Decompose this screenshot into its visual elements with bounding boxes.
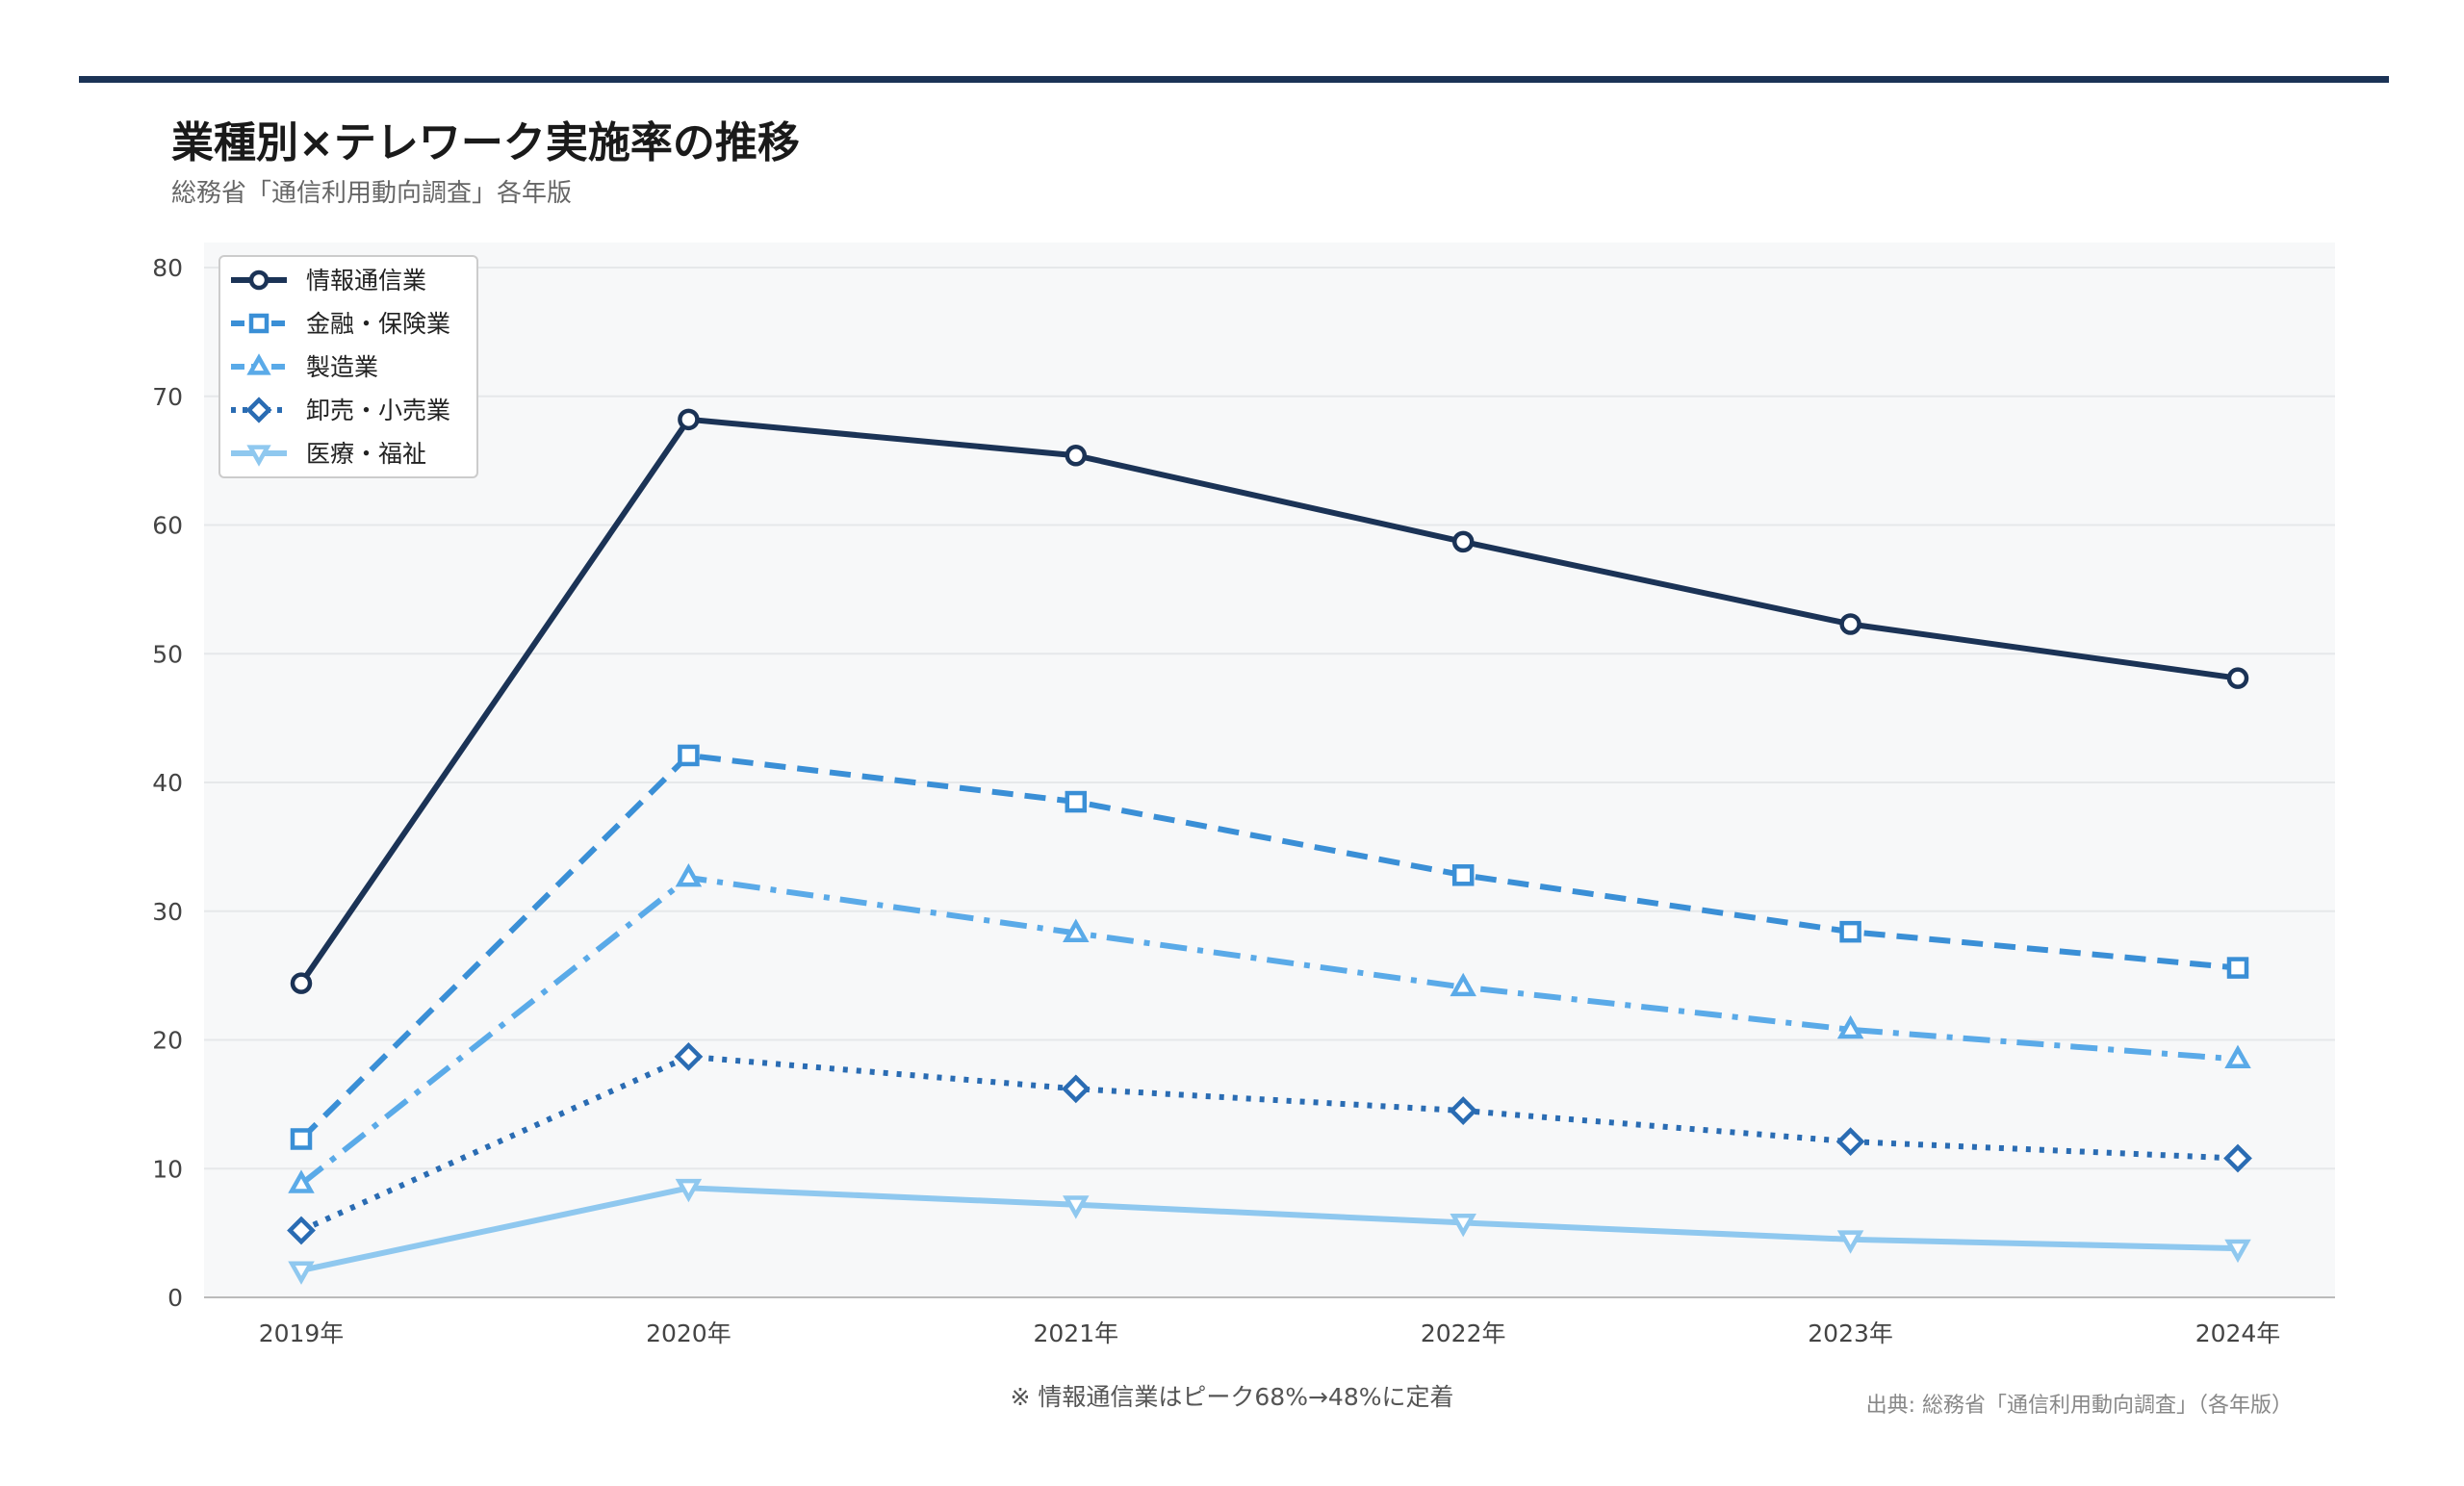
data-point <box>1061 1074 1091 1104</box>
legend-label: 卸売・小売業 <box>306 397 450 424</box>
grid-lines <box>204 267 2335 1170</box>
data-point <box>2223 1143 2252 1173</box>
legend-label: 金融・保険業 <box>306 310 450 338</box>
data-point <box>675 863 703 887</box>
data-point <box>1065 445 1088 467</box>
legend-marker <box>246 445 271 467</box>
y-tick-label: 80 <box>152 254 183 282</box>
data-point <box>2224 1044 2251 1069</box>
data-point <box>290 1128 313 1150</box>
legend-marker <box>245 397 272 423</box>
legend-label: 製造業 <box>306 353 378 381</box>
top-rule <box>79 76 2389 83</box>
data-point <box>1836 1230 1864 1254</box>
data-point <box>2226 957 2249 979</box>
data-point <box>2226 667 2249 689</box>
legend-box <box>218 255 478 478</box>
series-4 <box>287 1042 2252 1245</box>
footnote: ※ 情報通信業はピーク68%→48%に定着 <box>1010 1383 1454 1411</box>
y-tick-label: 50 <box>152 640 183 668</box>
data-point <box>678 744 700 767</box>
y-tick-label: 60 <box>152 512 183 540</box>
chart-subtitle: 総務省「通信利用動向調査」各年版 <box>171 179 573 208</box>
series-3 <box>288 863 2251 1193</box>
series-line <box>299 874 2239 1187</box>
data-point <box>288 1261 315 1285</box>
series-line <box>298 752 2239 1141</box>
data-point <box>675 1178 703 1203</box>
series-line <box>298 416 2239 986</box>
data-point <box>1835 1127 1865 1157</box>
data-point <box>1836 1014 1864 1039</box>
x-tick-labels: 2019年 2020年 2021年 2022年 2023年 2024年 <box>259 1319 2281 1347</box>
y-tick-label: 40 <box>152 769 183 797</box>
series-2 <box>290 744 2249 1150</box>
legend-marker <box>246 353 271 375</box>
data-point <box>288 1169 315 1193</box>
x-tick-label: 2021年 <box>1033 1319 1118 1347</box>
legend-marker <box>248 313 270 334</box>
legend-label: 医療・福祉 <box>306 440 426 468</box>
data-point <box>2224 1239 2251 1264</box>
legend-item: 製造業 <box>231 353 378 381</box>
data-point <box>1839 920 1861 943</box>
chart-title: 業種別×テレワーク実施率の推移 <box>171 118 800 167</box>
y-tick-label: 70 <box>152 383 183 411</box>
x-tick-label: 2023年 <box>1808 1319 1893 1347</box>
legend-item: 金融・保険業 <box>231 310 450 338</box>
x-tick-label: 2020年 <box>646 1319 732 1347</box>
y-tick-label: 0 <box>167 1284 183 1312</box>
data-point <box>1063 1195 1090 1219</box>
series-line <box>300 1185 2239 1273</box>
data-point <box>1450 972 1476 997</box>
y-tick-label: 20 <box>152 1027 183 1055</box>
series-group <box>287 408 2252 1285</box>
data-point <box>287 1216 316 1245</box>
plot-background <box>204 243 2335 1297</box>
source-note: 出典: 総務省「通信利用動向調査」（各年版） <box>1865 1394 2293 1418</box>
series-line <box>299 1053 2239 1234</box>
legend-marker <box>248 269 270 291</box>
y-tick-labels: 0 10 20 30 40 50 60 70 80 <box>152 254 183 1312</box>
data-point <box>1451 530 1475 553</box>
data-point <box>1065 790 1088 813</box>
x-tick-label: 2019年 <box>259 1319 345 1347</box>
data-point <box>674 1042 704 1071</box>
data-point <box>1451 864 1475 886</box>
legend-item: 情報通信業 <box>231 267 426 295</box>
y-tick-label: 30 <box>152 898 183 926</box>
x-tick-label: 2022年 <box>1421 1319 1506 1347</box>
data-point <box>290 972 313 994</box>
data-point <box>678 408 700 431</box>
series-5 <box>288 1178 2251 1285</box>
series-1 <box>290 408 2249 994</box>
legend-item: 医療・福祉 <box>231 440 426 468</box>
legend-item: 卸売・小売業 <box>231 397 450 424</box>
data-point <box>1839 613 1861 635</box>
data-point <box>1449 1096 1478 1125</box>
data-point <box>1450 1213 1476 1238</box>
y-tick-label: 10 <box>152 1155 183 1183</box>
legend-label: 情報通信業 <box>306 267 426 295</box>
x-tick-label: 2024年 <box>2195 1319 2281 1347</box>
data-point <box>1063 918 1090 942</box>
